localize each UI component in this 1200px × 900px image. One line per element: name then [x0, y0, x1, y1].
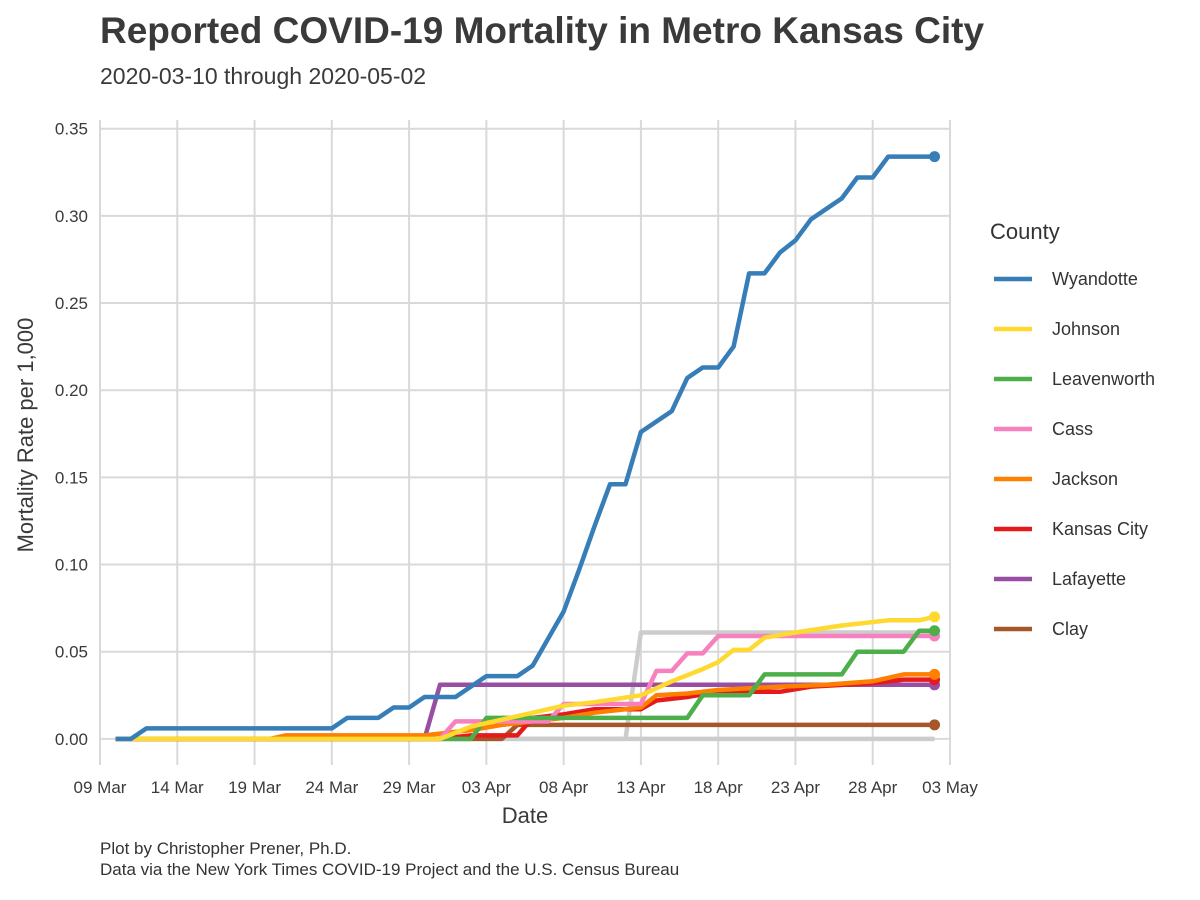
- x-tick-label: 19 Mar: [228, 778, 281, 797]
- caption: Plot by Christopher Prener, Ph.D. Data v…: [100, 838, 679, 880]
- caption-author: Plot by Christopher Prener, Ph.D.: [100, 839, 352, 858]
- y-tick-label: 0.35: [55, 120, 88, 139]
- y-tick-label: 0.15: [55, 468, 88, 487]
- y-tick-label: 0.30: [55, 207, 88, 226]
- legend-label-leavenworth: Leavenworth: [1052, 369, 1155, 389]
- legend-item-clay: Clay: [994, 619, 1088, 639]
- legend-item-johnson: Johnson: [994, 319, 1120, 339]
- legend-label-cass: Cass: [1052, 419, 1093, 439]
- endpoint-dot-jackson: [929, 668, 941, 680]
- y-tick-label: 0.10: [55, 556, 88, 575]
- chart-title: Reported COVID-19 Mortality in Metro Kan…: [100, 10, 985, 51]
- x-tick-label: 28 Apr: [848, 778, 897, 797]
- y-tick-label: 0.20: [55, 381, 88, 400]
- legend-label-lafayette: Lafayette: [1052, 569, 1126, 589]
- legend-label-clay: Clay: [1052, 619, 1088, 639]
- series-endpoints: [929, 151, 941, 731]
- x-tick-label: 03 Apr: [462, 778, 511, 797]
- legend-title: County: [990, 219, 1060, 244]
- legend-item-cass: Cass: [994, 419, 1093, 439]
- series-lines: [115, 154, 935, 742]
- legend-label-kansas-city: Kansas City: [1052, 519, 1148, 539]
- y-tick-label: 0.05: [55, 643, 88, 662]
- legend-item-wyandotte: Wyandotte: [994, 269, 1138, 289]
- y-tick-label: 0.00: [55, 730, 88, 749]
- x-tick-label: 14 Mar: [151, 778, 204, 797]
- series-line-jackson: [115, 672, 935, 742]
- x-axis-title: Date: [502, 803, 548, 828]
- x-tick-label: 18 Apr: [694, 778, 743, 797]
- legend-item-lafayette: Lafayette: [994, 569, 1126, 589]
- x-tick-label: 03 May: [922, 778, 978, 797]
- legend-item-kansas-city: Kansas City: [994, 519, 1148, 539]
- x-tick-label: 09 Mar: [74, 778, 127, 797]
- x-tick-label: 08 Apr: [539, 778, 588, 797]
- series-line-lafayette: [115, 682, 935, 742]
- chart-subtitle: 2020-03-10 through 2020-05-02: [100, 63, 427, 89]
- legend-label-johnson: Johnson: [1052, 319, 1120, 339]
- series-line-wyandotte: [115, 154, 935, 742]
- y-axis-title: Mortality Rate per 1,000: [13, 318, 38, 553]
- endpoint-dot-wyandotte: [929, 151, 941, 163]
- y-tick-label: 0.25: [55, 294, 88, 313]
- endpoint-dot-leavenworth: [929, 625, 941, 637]
- caption-source: Data via the New York Times COVID-19 Pro…: [100, 860, 680, 879]
- endpoint-dot-johnson: [929, 611, 941, 623]
- x-tick-label: 29 Mar: [383, 778, 436, 797]
- legend-label-jackson: Jackson: [1052, 469, 1118, 489]
- y-axis-ticks: 0.00 0.05 0.10 0.15 0.20 0.25 0.30 0.35: [55, 120, 88, 749]
- legend: County Wyandotte Johnson Leavenworth Cass Ja…: [990, 219, 1155, 639]
- x-tick-label: 23 Apr: [771, 778, 820, 797]
- legend-item-leavenworth: Leavenworth: [994, 369, 1155, 389]
- x-tick-label: 24 Mar: [305, 778, 358, 797]
- legend-item-jackson: Jackson: [994, 469, 1118, 489]
- x-tick-label: 13 Apr: [616, 778, 665, 797]
- legend-label-wyandotte: Wyandotte: [1052, 269, 1138, 289]
- series-line-johnson: [115, 614, 935, 742]
- gridlines: [99, 120, 951, 765]
- endpoint-dot-clay: [929, 719, 941, 731]
- series-line-cass: [115, 633, 935, 742]
- x-axis-ticks: 09 Mar 14 Mar 19 Mar 24 Mar 29 Mar 03 Apr 08 A…: [74, 778, 979, 797]
